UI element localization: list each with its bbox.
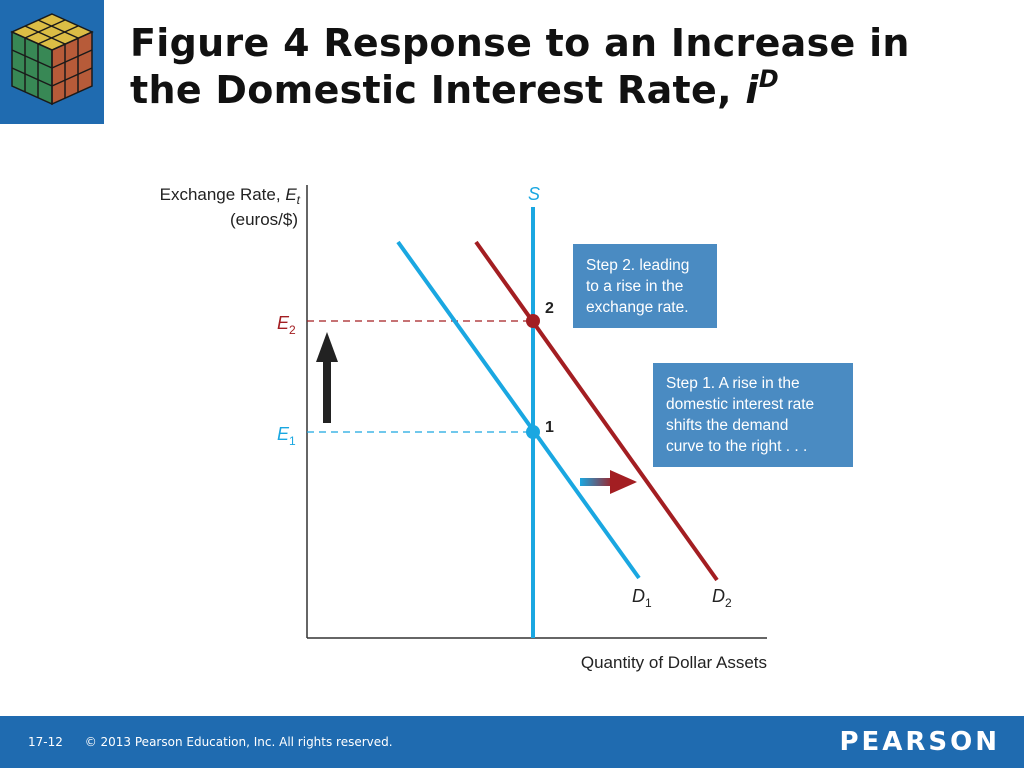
point-2-label: 2 [545, 300, 554, 317]
equilibrium-point-2 [526, 314, 540, 328]
step-2-line-3: exchange rate. [586, 299, 689, 316]
title-line-2: the Domestic Interest Rate, iD [130, 67, 1010, 114]
exchange-rate-rise-arrow-icon [316, 332, 338, 423]
step-2-line-2: to a rise in the [586, 278, 683, 295]
y-axis-unit: (euros/$) [230, 210, 298, 229]
equilibrium-point-1 [526, 425, 540, 439]
e2-label: E2 [277, 313, 296, 337]
slide-number: 17-12 [28, 735, 63, 749]
title-superscript: D [758, 65, 779, 93]
d2-label-sub: 2 [725, 596, 732, 610]
logo-cube [0, 0, 104, 124]
d1-label-text: D [632, 586, 645, 606]
copyright-text: © 2013 Pearson Education, Inc. All right… [84, 735, 393, 749]
slide-title: Figure 4 Response to an Increase in the … [130, 20, 1010, 114]
point-1-label: 1 [545, 419, 554, 436]
d1-label-sub: 1 [645, 596, 652, 610]
footer-bar: 17-12 © 2013 Pearson Education, Inc. All… [0, 716, 1024, 768]
footer-left: 17-12 © 2013 Pearson Education, Inc. All… [28, 735, 411, 749]
x-axis-label: Quantity of Dollar Assets [581, 653, 767, 672]
demand-curve-d2 [474, 240, 719, 582]
step-1-line-1: Step 1. A rise in the [666, 375, 800, 392]
step-1-line-3: shifts the demand [666, 417, 788, 434]
step-2-box [573, 244, 717, 328]
step-1-line-4: curve to the right . . . [666, 438, 807, 455]
cube-image [10, 13, 94, 106]
e1-label: E1 [277, 424, 296, 448]
e2-label-sub: 2 [289, 323, 296, 337]
y-axis-label-sub: t [297, 193, 301, 207]
e1-label-text: E [277, 424, 290, 444]
d2-label: D2 [712, 586, 732, 610]
title-line-1: Figure 4 Response to an Increase in [130, 21, 910, 65]
e2-label-text: E [277, 313, 290, 333]
d1-label: D1 [632, 586, 652, 610]
exchange-rate-diagram: Exchange Rate, Et (euros/$) Quantity of … [160, 184, 853, 672]
step-2-line-1: Step 2. leading [586, 257, 689, 274]
e1-label-sub: 1 [289, 434, 296, 448]
y-axis-label-var: E [285, 185, 297, 204]
y-axis-label-text: Exchange Rate, [160, 185, 286, 204]
y-axis-label: Exchange Rate, Et [160, 185, 301, 207]
step-1-box [653, 363, 853, 467]
pearson-logo: PEARSON [839, 727, 1000, 757]
supply-label: S [528, 184, 540, 204]
step-2-text: Step 2. leading to a rise in the exchang… [586, 257, 694, 316]
demand-curve-d1 [396, 240, 641, 580]
demand-shift-arrow-icon [580, 470, 637, 494]
step-1-line-2: domestic interest rate [666, 396, 814, 413]
title-line-2-text: the Domestic Interest Rate, [130, 68, 746, 112]
step-1-text: Step 1. A rise in the domestic interest … [666, 375, 819, 455]
d2-label-text: D [712, 586, 725, 606]
title-variable: i [745, 68, 759, 112]
